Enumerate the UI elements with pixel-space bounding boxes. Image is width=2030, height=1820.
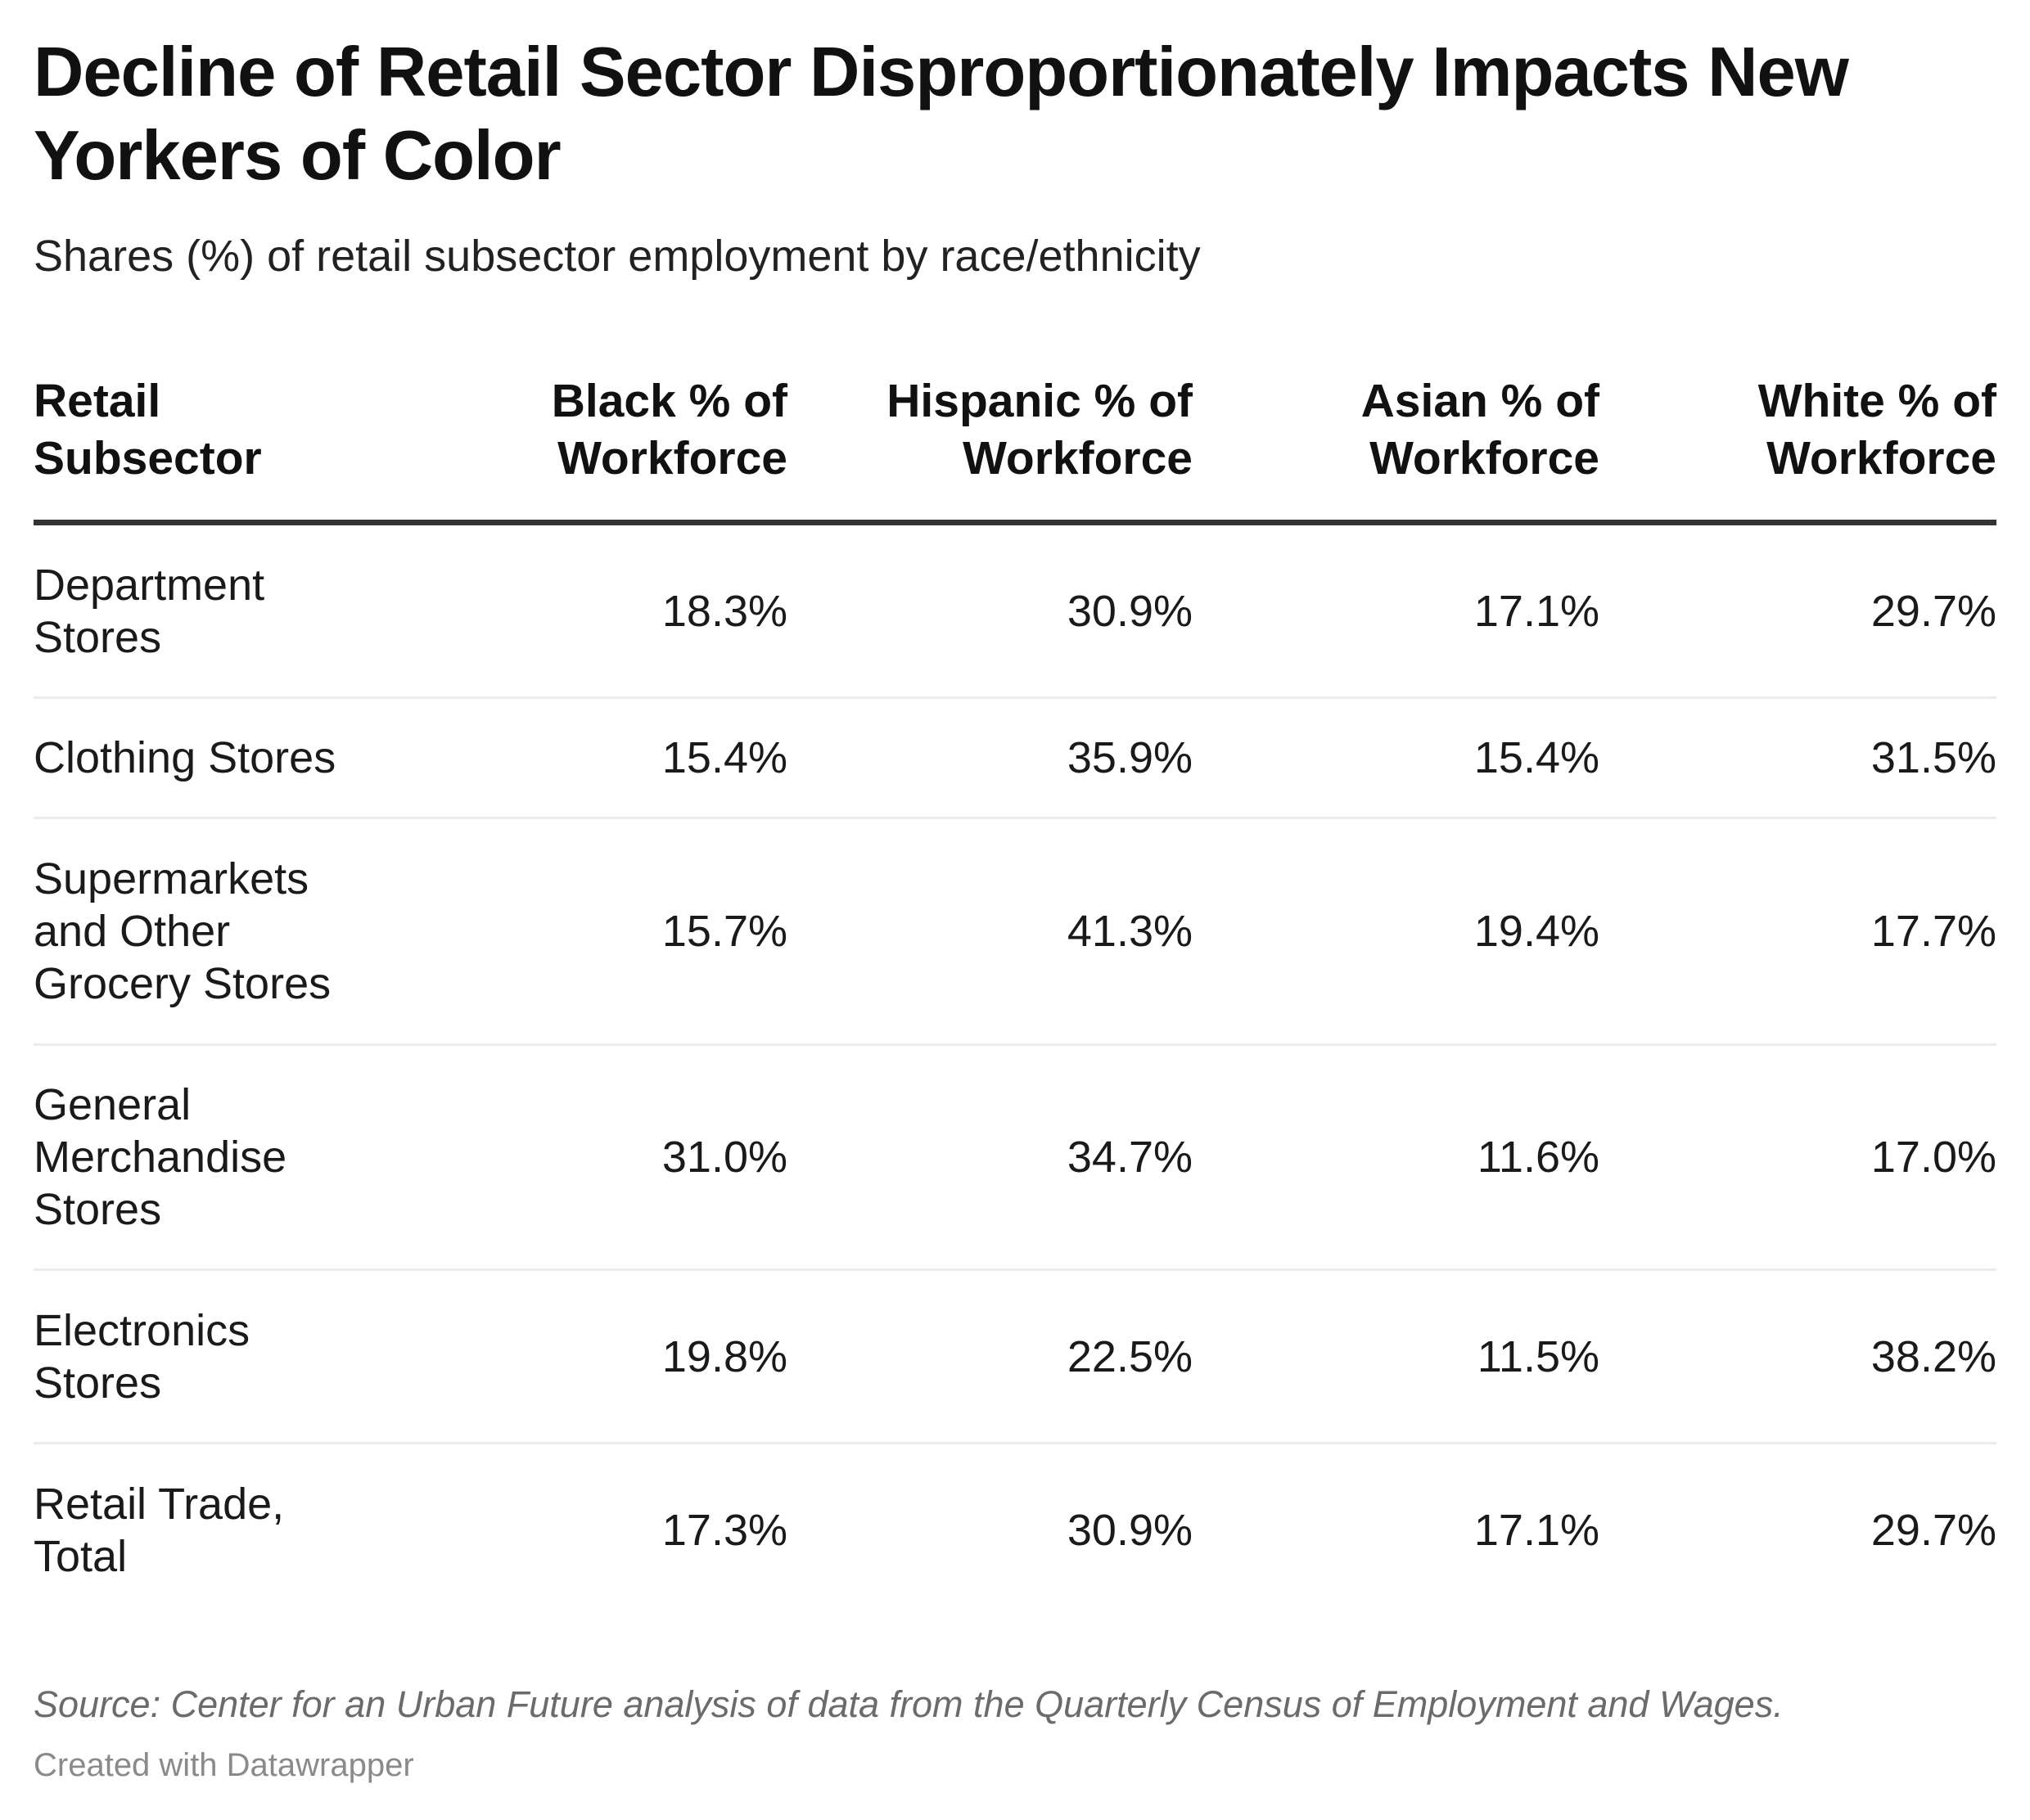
header-row: Retail Subsector Black % of Workforce Hi… [34,372,1996,525]
row-label: Supermarkets and Other Grocery Stores [34,818,377,1046]
cell-white: 31.5% [1599,697,1996,819]
cell-black: 19.8% [377,1269,787,1444]
column-header-black: Black % of Workforce [377,372,787,525]
cell-white: 38.2% [1599,1269,1996,1444]
row-label: General Merchandise Stores [34,1044,377,1271]
cell-hispanic: 34.7% [787,1044,1193,1271]
cell-black: 18.3% [377,522,787,699]
cell-asian: 17.1% [1473,1506,1599,1556]
chart-title: Decline of Retail Sector Disproportionat… [34,34,1849,195]
cell-black: 15.7% [377,818,787,1046]
table-row: Department Stores 18.3% 30.9% 17.1% 29.7% [34,522,1996,699]
row-label: Department Stores [34,522,377,699]
column-header-white: White % of Workforce [1599,372,1996,525]
source-note: Source: Center for an Urban Future analy… [34,1683,1784,1725]
cell-hispanic: 22.5% [787,1269,1193,1444]
cell-asian: 11.6% [1193,1044,1599,1271]
cell-white: 17.7% [1599,818,1996,1046]
table-row: Clothing Stores 15.4% 35.9% 15.4% 31.5% [34,697,1996,819]
cell-black: 15.4% [377,697,787,819]
data-table: Retail Subsector Black % of Workforce Hi… [34,372,1996,1617]
row-label: Retail Trade, Total [34,1480,285,1582]
cell-black: 31.0% [377,1044,787,1271]
column-header-subsector: Retail Subsector [34,372,377,525]
cell-black: 17.3% [661,1506,787,1556]
row-label: Clothing Stores [34,697,377,819]
column-header-asian: Asian % of Workforce [1193,372,1599,525]
datawrapper-credit: Created with Datawrapper [34,1747,414,1783]
table-row: Retail Trade, Total 17.3% 30.9% 17.1% 29.7% [34,1444,1996,1617]
cell-white: 29.7% [1599,522,1996,699]
table-row: General Merchandise Stores 31.0% 34.7% 11.6… [34,1044,1996,1271]
table-row: Supermarkets and Other Grocery Stores 15.… [34,818,1996,1046]
table-row: Electronics Stores 19.8% 22.5% 11.5% 38.2% [34,1269,1996,1444]
cell-white: 29.7% [1870,1506,1996,1556]
column-header-hispanic: Hispanic % of Workforce [787,372,1193,525]
cell-asian: 19.4% [1193,818,1599,1046]
table-body: Department Stores 18.3% 30.9% 17.1% 29.7% Clo… [34,522,1996,1617]
cell-hispanic: 30.9% [1067,1506,1193,1556]
cell-asian: 15.4% [1193,697,1599,819]
cell-white: 17.0% [1599,1044,1996,1271]
cell-hispanic: 35.9% [787,697,1193,819]
row-label: Electronics Stores [34,1269,377,1444]
cell-hispanic: 41.3% [787,818,1193,1046]
chart-subtitle: Shares (%) of retail subsector employmen… [34,232,1201,281]
cell-asian: 11.5% [1193,1269,1599,1444]
cell-hispanic: 30.9% [787,522,1193,699]
cell-asian: 17.1% [1193,522,1599,699]
